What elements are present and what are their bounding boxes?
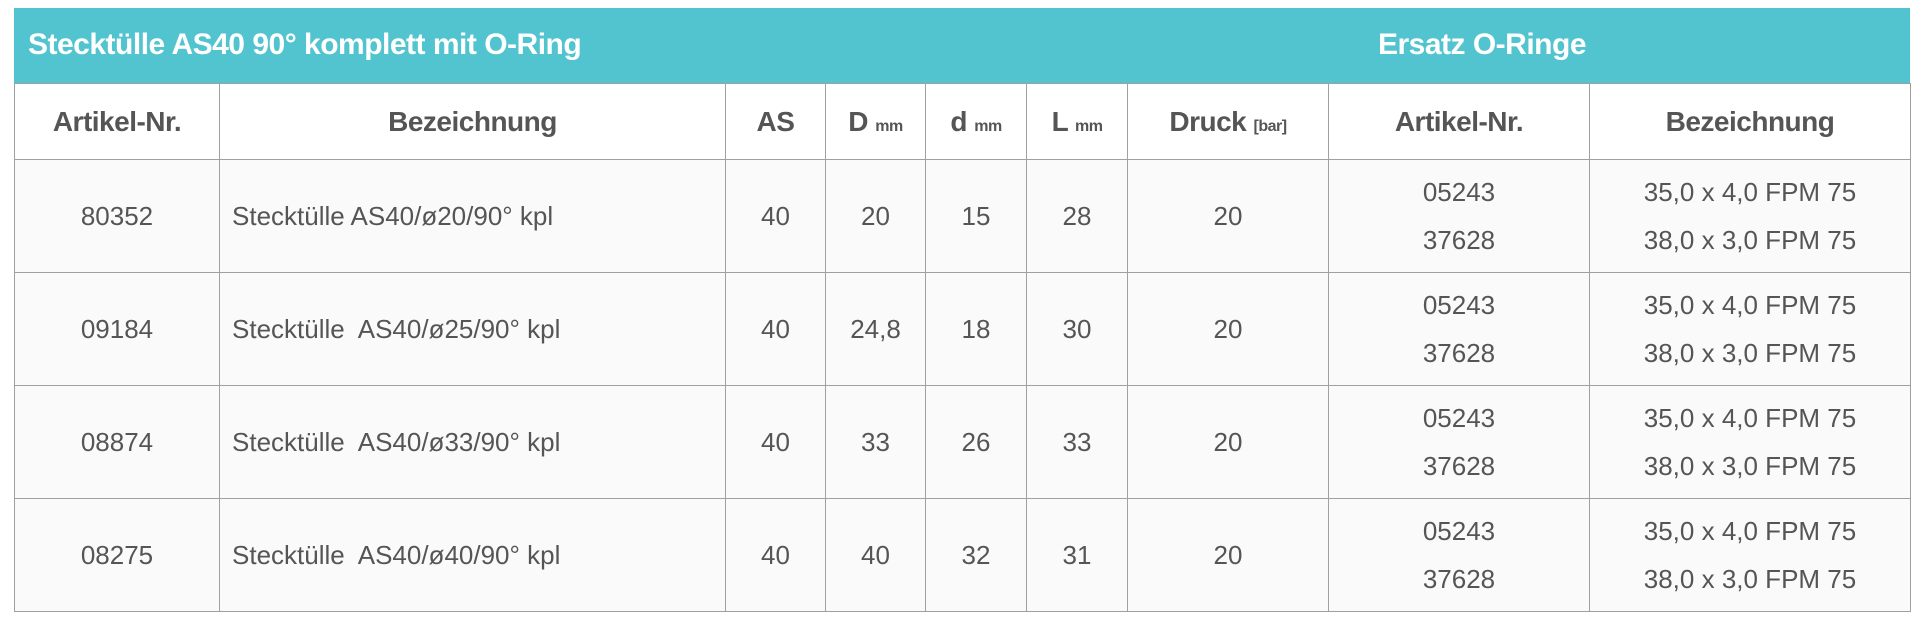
oring-artikel-line: 37628 [1422,451,1496,481]
column-header: L mm [1026,83,1128,160]
column-header: Artikel-Nr. [14,83,220,160]
table-row: 80352 Stecktülle AS40/ø20/90° kpl 40 20 15 28… [14,159,1911,273]
outer-diameter-cell: 40 [825,498,926,612]
oring-bezeichnung-line: 38,0 x 3,0 FPM 75 [1643,451,1857,481]
oring-artikel-line: 37628 [1422,564,1496,594]
column-unit: [bar] [1253,117,1288,135]
oring-bezeichnung-line: 38,0 x 3,0 FPM 75 [1643,225,1857,255]
inner-diameter-cell: 18 [925,272,1027,386]
column-label: AS [756,105,795,137]
table-row: 08275 Stecktülle AS40/ø40/90° kpl 40 40 32 31… [14,498,1911,612]
column-header: Druck [bar] [1127,83,1329,160]
column-header: d mm [925,83,1027,160]
spare-orings-title: Ersatz O-Ringe [1377,28,1587,61]
as-size-cell: 40 [725,272,826,386]
as-size-cell: 40 [725,498,826,612]
as-size-cell: 40 [725,159,826,273]
column-label: Bezeichnung [1665,105,1835,137]
column-label: Artikel-Nr. [52,105,182,137]
oring-bezeichnung-line: 35,0 x 4,0 FPM 75 [1643,177,1857,207]
column-header: Bezeichnung [219,83,726,160]
oring-artikel-line: 37628 [1422,225,1496,255]
oring-artikel-cell: 05243 37628 [1328,385,1590,499]
oring-bezeichnung-cell: 35,0 x 4,0 FPM 75 38,0 x 3,0 FPM 75 [1589,385,1911,499]
oring-artikel-line: 05243 [1422,290,1496,320]
column-unit: mm [875,117,903,135]
column-unit: mm [974,117,1002,135]
column-label: d [950,105,967,137]
oring-artikel-line: 37628 [1422,338,1496,368]
length-cell: 31 [1026,498,1128,612]
oring-artikel-line: 05243 [1422,403,1496,433]
article-number-cell: 80352 [14,159,220,273]
table-row: 08874 Stecktülle AS40/ø33/90° kpl 40 33 26 33… [14,385,1911,499]
header-row: Artikel-Nr. Bezeichnung AS D mm d mm L mm Druc… [14,83,1911,160]
oring-artikel-cell: 05243 37628 [1328,498,1590,612]
column-header: Artikel-Nr. [1328,83,1590,160]
oring-bezeichnung-line: 35,0 x 4,0 FPM 75 [1643,516,1857,546]
length-cell: 33 [1026,385,1128,499]
oring-artikel-cell: 05243 37628 [1328,272,1590,386]
description-cell: Stecktülle AS40/ø40/90° kpl [219,498,726,612]
description-cell: Stecktülle AS40/ø20/90° kpl [219,159,726,273]
inner-diameter-cell: 26 [925,385,1027,499]
oring-artikel-cell: 05243 37628 [1328,159,1590,273]
column-label: Bezeichnung [388,105,557,137]
article-number-cell: 08275 [14,498,220,612]
outer-diameter-cell: 33 [825,385,926,499]
oring-bezeichnung-line: 35,0 x 4,0 FPM 75 [1643,403,1857,433]
column-header: D mm [825,83,926,160]
column-label: D [848,105,868,137]
inner-diameter-cell: 32 [925,498,1027,612]
column-header: Bezeichnung [1589,83,1911,160]
inner-diameter-cell: 15 [925,159,1027,273]
outer-diameter-cell: 20 [825,159,926,273]
pressure-cell: 20 [1127,272,1329,386]
column-header: AS [725,83,826,160]
length-cell: 30 [1026,272,1128,386]
oring-bezeichnung-line: 35,0 x 4,0 FPM 75 [1643,290,1857,320]
article-number-cell: 09184 [14,272,220,386]
oring-artikel-line: 05243 [1422,177,1496,207]
column-label: L [1051,105,1069,137]
oring-bezeichnung-line: 38,0 x 3,0 FPM 75 [1643,338,1857,368]
outer-diameter-cell: 24,8 [825,272,926,386]
oring-bezeichnung-cell: 35,0 x 4,0 FPM 75 38,0 x 3,0 FPM 75 [1589,498,1911,612]
product-title: Stecktülle AS40 90° komplett mit O-Ring [28,28,582,61]
oring-bezeichnung-cell: 35,0 x 4,0 FPM 75 38,0 x 3,0 FPM 75 [1589,272,1911,386]
description-cell: Stecktülle AS40/ø33/90° kpl [219,385,726,499]
table-title-band: Stecktülle AS40 90° komplett mit O-Ring … [14,8,1910,83]
column-label: Druck [1169,105,1247,137]
oring-bezeichnung-cell: 35,0 x 4,0 FPM 75 38,0 x 3,0 FPM 75 [1589,159,1911,273]
length-cell: 28 [1026,159,1128,273]
description-cell: Stecktülle AS40/ø25/90° kpl [219,272,726,386]
product-table: Artikel-Nr. Bezeichnung AS D mm d mm L mm Druc… [14,83,1911,612]
table-row: 09184 Stecktülle AS40/ø25/90° kpl 40 24,8 18… [14,272,1911,386]
pressure-cell: 20 [1127,385,1329,499]
as-size-cell: 40 [725,385,826,499]
pressure-cell: 20 [1127,498,1329,612]
oring-artikel-line: 05243 [1422,516,1496,546]
column-label: Artikel-Nr. [1394,105,1524,137]
oring-bezeichnung-line: 38,0 x 3,0 FPM 75 [1643,564,1857,594]
article-number-cell: 08874 [14,385,220,499]
pressure-cell: 20 [1127,159,1329,273]
column-unit: mm [1074,117,1103,135]
